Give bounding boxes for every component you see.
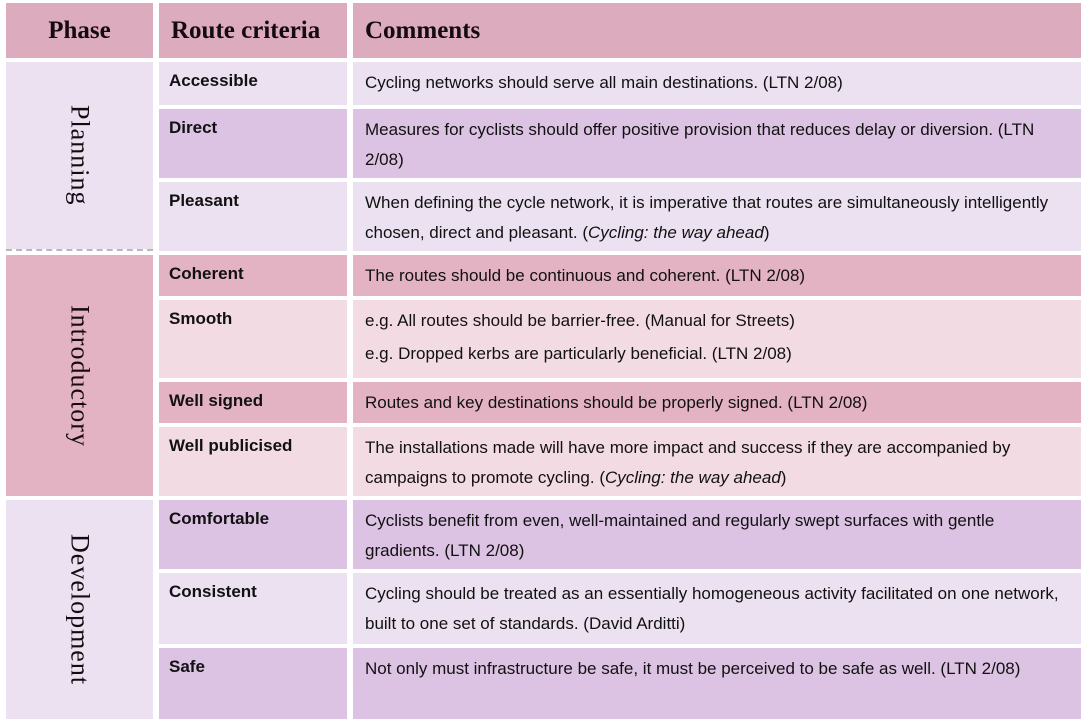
comment-segment-italic: Cycling: the way ahead [605,468,781,487]
criterion-label: Consistent [169,582,257,601]
comment-accessible: Cycling networks should serve all main d… [353,62,1081,105]
phase-cell-introductory: Introductory [6,255,153,496]
comment-text: Cycling should be treated as an essentia… [365,579,1069,639]
comment-segment: The routes should be continuous and cohe… [365,266,806,285]
criterion-label: Direct [169,118,218,137]
comment-smooth: e.g. All routes should be barrier-free. … [353,300,1081,378]
comment-segment: ) [763,223,770,242]
header-phase-label: Phase [48,16,111,44]
comment-segment: Cycling networks should serve all main d… [365,73,843,92]
phase-label-planning: Planning [65,105,95,206]
comment-segment: ) [780,468,787,487]
criterion-label: Coherent [169,264,244,283]
criterion-well-signed: Well signed [159,382,347,423]
criterion-accessible: Accessible [159,62,347,105]
comment-direct: Measures for cyclists should offer posit… [353,109,1081,178]
comment-text: Cyclists benefit from even, well-maintai… [365,506,1069,566]
comment-segment: Not only must infrastructure be safe, it… [365,659,1021,678]
comment-consistent: Cycling should be treated as an essentia… [353,573,1081,644]
phase-cell-development: Development [6,500,153,719]
comment-text: When defining the cycle network, it is i… [365,188,1069,248]
comment-text: e.g. Dropped kerbs are particularly bene… [365,339,1069,369]
criterion-well-publicised: Well publicised [159,427,347,496]
phase-label-introductory: Introductory [65,304,95,447]
criterion-comfortable: Comfortable [159,500,347,569]
header-route-criteria-label: Route criteria [171,16,321,44]
criterion-safe: Safe [159,648,347,719]
comment-text: Cycling networks should serve all main d… [365,68,1069,98]
criterion-smooth: Smooth [159,300,347,378]
header-phase: Phase [6,3,153,58]
header-route-criteria: Route criteria [159,3,347,58]
criterion-consistent: Consistent [159,573,347,644]
comment-segment: e.g. All routes should be barrier-free. … [365,311,795,330]
comment-pleasant: When defining the cycle network, it is i… [353,182,1081,251]
phase-cell-planning: Planning [6,62,153,251]
comment-segment: Measures for cyclists should offer posit… [365,120,1035,169]
criterion-label: Safe [169,657,205,676]
criterion-label: Well publicised [169,436,293,455]
header-comments: Comments [353,3,1081,58]
comment-text: Measures for cyclists should offer posit… [365,115,1069,175]
comment-text: e.g. All routes should be barrier-free. … [365,306,1069,336]
criterion-direct: Direct [159,109,347,178]
comment-well-publicised: The installations made will have more im… [353,427,1081,496]
criterion-pleasant: Pleasant [159,182,347,251]
criterion-coherent: Coherent [159,255,347,296]
criterion-label: Well signed [169,391,264,410]
criterion-label: Comfortable [169,509,270,528]
comment-text: The installations made will have more im… [365,433,1069,493]
comment-segment: Routes and key destinations should be pr… [365,393,868,412]
comment-comfortable: Cyclists benefit from even, well-maintai… [353,500,1081,569]
comment-safe: Not only must infrastructure be safe, it… [353,648,1081,719]
comment-segment: Cyclists benefit from even, well-maintai… [365,511,995,560]
comment-segment: e.g. Dropped kerbs are particularly bene… [365,344,792,363]
comment-well-signed: Routes and key destinations should be pr… [353,382,1081,423]
criterion-label: Pleasant [169,191,239,210]
comment-text: The routes should be continuous and cohe… [365,261,1069,291]
header-comments-label: Comments [365,16,481,44]
comment-segment: Cycling should be treated as an essentia… [365,584,1059,633]
criterion-label: Accessible [169,71,258,90]
comment-text: Not only must infrastructure be safe, it… [365,654,1069,684]
comment-segment-italic: Cycling: the way ahead [588,223,764,242]
comment-text: Routes and key destinations should be pr… [365,388,1069,418]
criterion-label: Smooth [169,309,233,328]
comment-segment: When defining the cycle network, it is i… [365,193,1049,242]
phase-label-development: Development [65,533,95,686]
comment-segment: The installations made will have more im… [365,438,1011,487]
comment-coherent: The routes should be continuous and cohe… [353,255,1081,296]
